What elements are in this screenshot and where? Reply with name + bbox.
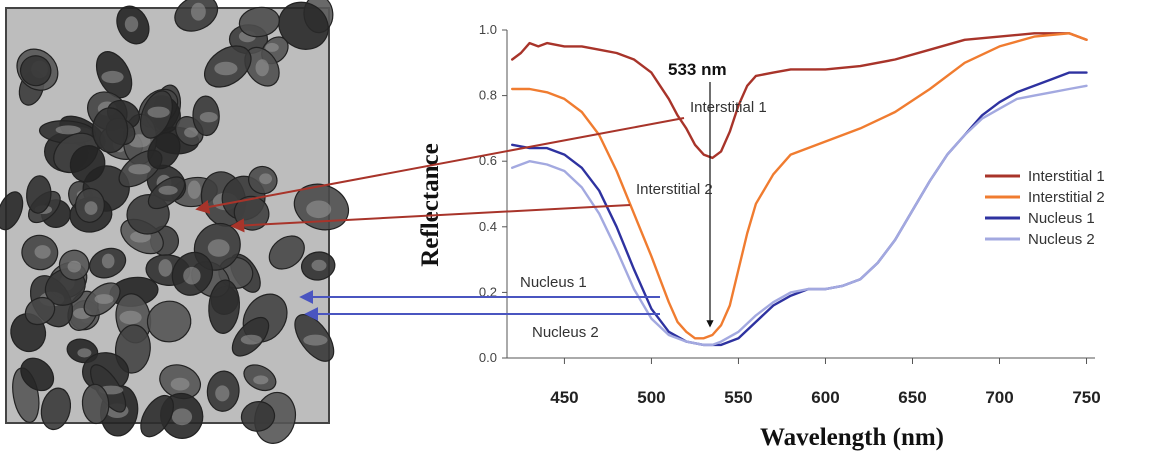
cell-nucleus-highlight [158, 259, 173, 277]
cell-nucleus-highlight [265, 42, 279, 52]
annotation-interstitial-1: Interstitial 1 [690, 99, 767, 116]
legend-label: Interstitial 2 [1028, 189, 1105, 206]
annotation-nucleus-2: Nucleus 2 [532, 324, 599, 341]
cell-nucleus-highlight [128, 164, 151, 175]
cell-nucleus-highlight [124, 16, 139, 32]
y-tick-label: 0.2 [479, 284, 497, 299]
cell-nucleus-highlight [147, 106, 170, 118]
y-tick-label: 0.4 [479, 219, 497, 234]
series-line-nucleus-2 [511, 84, 1088, 347]
y-tick-label: 0.0 [479, 350, 497, 365]
cell-nucleus-highlight [158, 185, 178, 195]
series-line-interstitial-1 [511, 32, 1088, 160]
cell-nucleus-highlight [191, 2, 206, 21]
cell-nucleus-highlight [171, 408, 193, 426]
cell-nucleus-highlight [306, 200, 332, 219]
cell-nucleus-highlight [55, 125, 81, 135]
cell-nucleus-shape [24, 296, 56, 326]
cell-nucleus-highlight [77, 348, 92, 358]
legend-label: Nucleus 2 [1028, 231, 1095, 248]
cell-nucleus-shape [19, 55, 52, 87]
cell-nucleus-highlight [94, 294, 114, 304]
legend: Interstitial 1 Interstitial 2 Nucleus 1 Nuc… [985, 168, 1105, 248]
cell-nucleus-shape [40, 387, 72, 431]
legend-label: Interstitial 1 [1028, 168, 1105, 185]
histology-micrograph [0, 0, 350, 444]
x-tick-label: 500 [637, 388, 665, 407]
cell-nucleus-highlight [253, 375, 269, 385]
arrow-interstitial-2 [230, 204, 631, 233]
peak-label: 533 nm [668, 60, 727, 79]
x-tick-label: 650 [898, 388, 926, 407]
cell-nucleus-highlight [119, 310, 142, 325]
cell-nucleus-highlight [240, 334, 262, 345]
x-tick-label: 450 [550, 388, 578, 407]
cell-nucleus-shape [91, 107, 129, 154]
cell-nucleus-shape [81, 383, 110, 425]
cell-nucleus-shape [240, 401, 276, 432]
series-lines [511, 32, 1088, 347]
cell-nucleus-highlight [255, 59, 269, 77]
cell-nucleus-highlight [207, 239, 230, 257]
x-axis-title: Wavelength (nm) [760, 424, 944, 451]
cell-nucleus-shape [147, 132, 181, 170]
cell-nucleus-highlight [34, 245, 51, 259]
series-line-nucleus-1 [511, 71, 1088, 347]
y-tick-label: 0.6 [479, 153, 497, 168]
cell-nucleus-shape [26, 175, 52, 214]
cell-nucleus-highlight [84, 201, 98, 215]
annotation-interstitial-2: Interstitial 2 [636, 181, 713, 198]
x-tick-label: 750 [1072, 388, 1100, 407]
cell-nucleus-shape [208, 279, 240, 334]
cell-nucleus-shape [0, 191, 24, 231]
cell-nucleus-highlight [214, 61, 238, 76]
cell-nucleus-highlight [183, 266, 201, 285]
x-tick-label: 600 [811, 388, 839, 407]
cell-nucleus-highlight [311, 259, 327, 271]
x-ticks: 450 500 550 600 650 700 750 [550, 358, 1101, 407]
x-tick-label: 550 [724, 388, 752, 407]
cell-nucleus-highlight [170, 377, 190, 391]
cell-nucleus-highlight [187, 180, 201, 199]
cell-nucleus-shape [146, 300, 192, 343]
cell-nucleus-highlight [259, 173, 272, 185]
y-tick-label: 0.8 [479, 88, 497, 103]
cell-nucleus-highlight [67, 260, 82, 273]
cell-nucleus-shape [140, 394, 174, 438]
cell-nucleus-highlight [199, 112, 218, 123]
reflectance-plot: 0.0 0.2 0.4 0.6 0.8 1.0 450 500 550 600 650 700 750… [195, 22, 1105, 451]
cell-nucleus-shape [20, 357, 55, 392]
x-tick-label: 700 [985, 388, 1013, 407]
annotation-nucleus-1: Nucleus 1 [520, 274, 587, 291]
cell-nucleus-shape [278, 1, 329, 50]
cell-nucleus-shape [69, 145, 106, 183]
series-line-interstitial-2 [511, 32, 1088, 340]
y-ticks: 0.0 0.2 0.4 0.6 0.8 1.0 [479, 22, 507, 365]
cell-nucleus-highlight [303, 334, 328, 346]
cell-nucleus-highlight [101, 70, 124, 84]
y-axis-title: Reflectance [417, 143, 444, 267]
y-tick-label: 1.0 [479, 22, 497, 37]
micrograph-panel [0, 0, 350, 444]
cell-nucleus-shape [238, 6, 280, 38]
arrow-interstitial-1 [195, 117, 685, 214]
cell-nucleus-shape [268, 235, 305, 270]
legend-label: Nucleus 1 [1028, 210, 1095, 227]
cell-nucleus-highlight [101, 253, 115, 269]
cell-nucleus-highlight [215, 385, 230, 402]
cell-nucleus-highlight [184, 127, 198, 138]
